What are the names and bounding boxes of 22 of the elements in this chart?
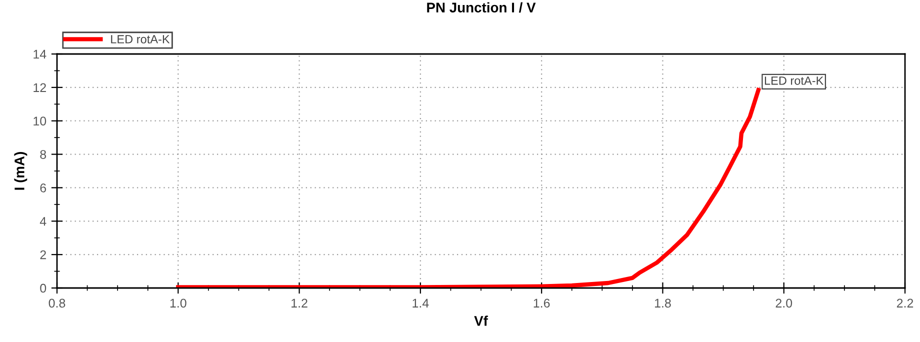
x-tick-label: 1.2	[292, 298, 308, 308]
y-tick-label: 6	[40, 184, 46, 192]
chart-title: PN Junction I / V	[427, 2, 536, 13]
x-tick-label: 1.0	[170, 298, 186, 308]
x-tick-label: 1.4	[412, 298, 429, 308]
x-axis-title: Vf	[474, 316, 488, 326]
line-series	[176, 88, 760, 288]
x-tick-label: 1.6	[534, 298, 550, 308]
x-tick-label: 1.8	[654, 298, 671, 308]
x-tick-label: 2.0	[776, 298, 792, 308]
y-tick-label: 10	[34, 116, 46, 126]
x-tick-label: 0.8	[48, 298, 66, 308]
legend-label: LED rotA-K	[111, 35, 170, 44]
y-tick-label: 8	[40, 150, 46, 159]
y-tick-label: 12	[34, 83, 46, 92]
y-tick-label: 4	[40, 217, 46, 226]
y-tick-label: 0	[40, 284, 46, 293]
annotation: LED rotA-K	[764, 76, 824, 85]
y-tick-label: 14	[34, 50, 46, 59]
y-axis-title: I (mA)	[14, 152, 28, 190]
y-tick-label: 2	[40, 250, 46, 260]
x-tick-label: 2.2	[896, 298, 914, 308]
